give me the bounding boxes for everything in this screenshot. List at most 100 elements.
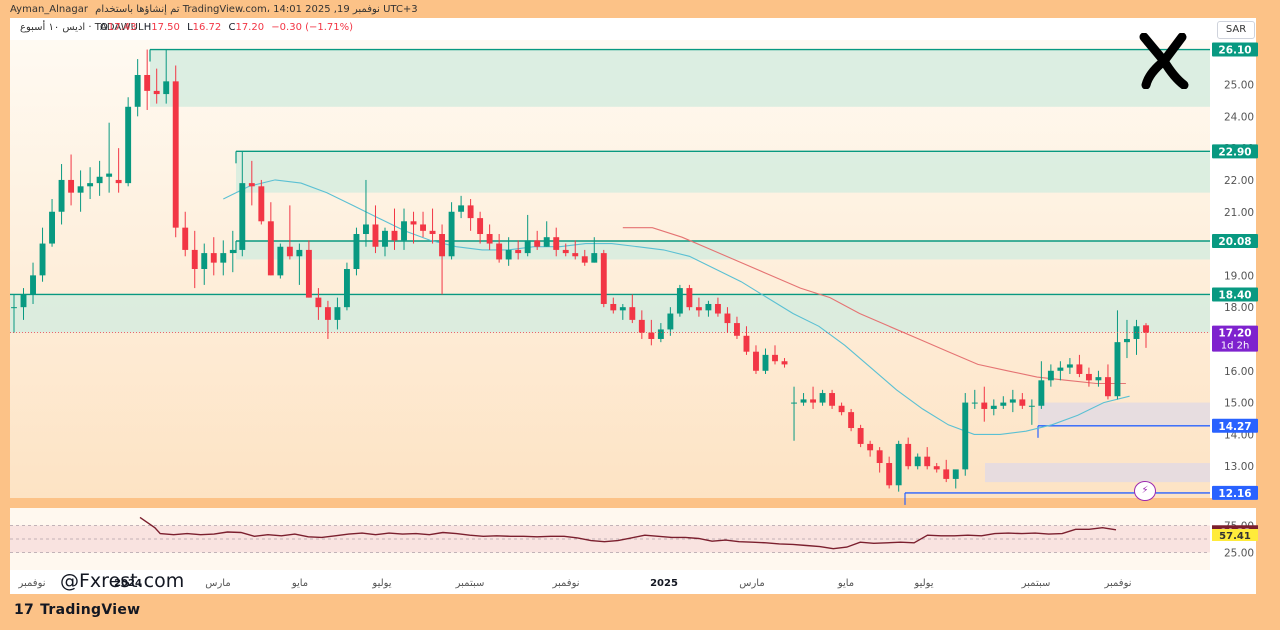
candle-body: [1143, 325, 1149, 333]
currency-button[interactable]: SAR: [1217, 21, 1255, 39]
candle-body: [1028, 405, 1035, 407]
y-tick-label: 19.00: [1224, 270, 1254, 282]
close-label: C: [228, 22, 236, 33]
candle-body: [467, 205, 474, 219]
candle-body: [905, 443, 912, 467]
candle-body: [838, 405, 845, 413]
candle-body: [210, 253, 217, 263]
candle-body: [534, 240, 541, 247]
candle-body: [353, 234, 360, 269]
open-label: O: [100, 22, 108, 33]
level-price-label: 22.90: [1218, 146, 1251, 158]
candle-body: [182, 227, 189, 250]
candle-body: [382, 230, 388, 247]
candle-body: [11, 307, 17, 309]
candle-body: [68, 179, 75, 193]
x-tick-label: سبتمبر: [455, 578, 485, 589]
candle-body: [667, 313, 674, 330]
candle-body: [610, 303, 617, 311]
candle-body: [1095, 377, 1102, 381]
candle-body: [220, 253, 227, 263]
candle-body: [543, 237, 550, 247]
candle-body: [363, 224, 369, 235]
rsi-line: [139, 516, 1117, 550]
candle-body: [829, 393, 836, 406]
candle-body: [477, 218, 484, 235]
candle-body: [943, 469, 950, 479]
candle-body: [962, 402, 969, 470]
candle-body: [1047, 370, 1054, 381]
pane-separator: [10, 498, 1256, 508]
last-price-label: 17.20: [1218, 328, 1251, 340]
candle-body: [810, 399, 817, 403]
level-price-tag: [1212, 485, 1258, 500]
candle-body: [933, 466, 940, 470]
candle-body: [876, 450, 883, 464]
candle-body: [1124, 338, 1130, 343]
candle-body: [591, 253, 598, 263]
candle-body: [153, 90, 160, 95]
candle-body: [981, 402, 988, 409]
level-price-tag: [1212, 287, 1258, 302]
candle-body: [638, 319, 645, 333]
candle-body: [562, 249, 569, 254]
x-tick-label: نوفمبر: [17, 578, 45, 589]
alert-flash-icon[interactable]: ⚡: [1134, 481, 1156, 501]
candle-body: [115, 179, 122, 184]
open-value: 17.43: [107, 22, 137, 33]
candle-body: [315, 297, 322, 308]
candle-body: [144, 74, 151, 91]
candle-body: [619, 307, 626, 311]
candle-body: [201, 253, 208, 269]
symbol-label: اديس ١٠ أسبوع · TADAWUL: [20, 22, 144, 33]
zone-supply: [236, 241, 1210, 260]
candle-body: [515, 249, 522, 254]
last-price-tag: [1212, 325, 1258, 352]
candle-body: [372, 224, 379, 247]
candle-body: [1000, 402, 1007, 406]
rsi-signal-label: 57.41: [1219, 531, 1251, 542]
candle-body: [191, 249, 198, 269]
candle-body: [277, 246, 284, 276]
zone-demand: [1038, 402, 1210, 426]
candle-body: [800, 399, 807, 403]
candle-body: [1105, 377, 1111, 397]
candle-body: [743, 335, 750, 352]
candle-body: [77, 186, 84, 193]
candle-body: [239, 183, 246, 250]
candle-body: [553, 237, 560, 250]
level-price-tag: [1212, 42, 1258, 57]
candle-body: [1076, 364, 1083, 374]
candle-body: [648, 332, 655, 339]
candle-body: [886, 463, 893, 486]
candle-body: [248, 183, 255, 187]
zone-supply: [236, 151, 1210, 193]
candle-body: [20, 294, 27, 308]
candle-body: [581, 256, 588, 263]
y-tick-label: 21.00: [1224, 207, 1254, 219]
publish-date: تم إنشاؤها باستخدام TradingView.com، 14:…: [95, 4, 418, 15]
candle-body: [762, 354, 769, 371]
candle-body: [496, 243, 503, 260]
candle-body: [895, 443, 902, 486]
tradingview-mark-icon: 17: [14, 602, 35, 618]
candle-body: [629, 307, 636, 320]
candle-body: [971, 402, 978, 404]
x-tick-label-partial: 2024: [114, 578, 142, 589]
candle-body: [49, 211, 55, 244]
candle-body: [96, 176, 103, 184]
candle-body: [600, 253, 607, 304]
tradingview-brand: TradingView: [40, 602, 141, 618]
change-value: −0.30 (−1.71%): [271, 22, 354, 33]
candle-body: [163, 81, 170, 95]
y-tick-label: 18.00: [1224, 302, 1254, 314]
candle-body: [857, 428, 864, 444]
candle-body: [848, 412, 855, 429]
author-name: Ayman_Alnagar: [10, 4, 88, 15]
ma-fast-line: [223, 179, 1130, 435]
level-price-tag: [1212, 144, 1258, 159]
candle-body: [410, 221, 417, 225]
candle-body: [267, 221, 274, 276]
candle-body: [705, 303, 712, 311]
